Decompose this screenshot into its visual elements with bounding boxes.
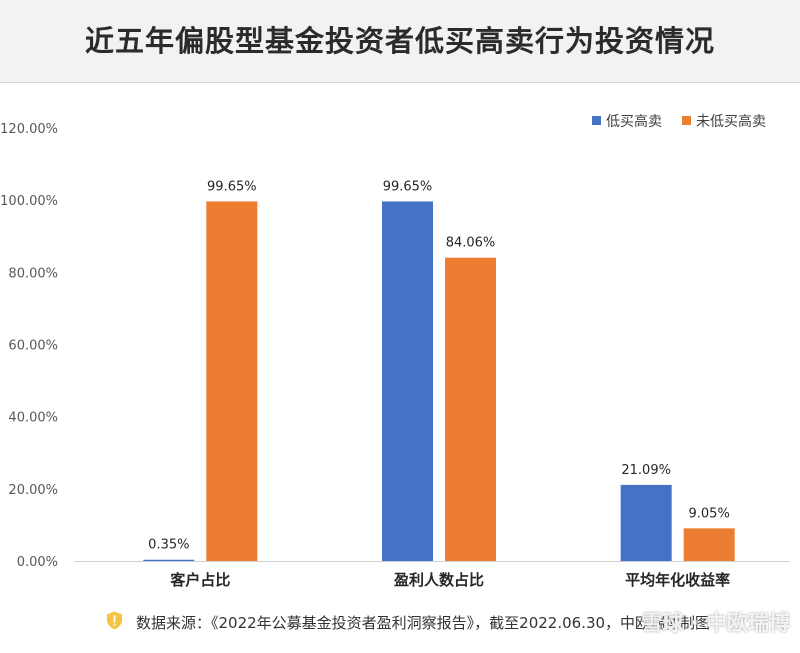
data-source-note: 数据来源：《2022年公募基金投资者盈利洞察报告》，截至2022.06.30，中…: [136, 614, 711, 632]
bar-not-low-buy-high-sell: [683, 528, 735, 561]
y-tick-label: 60.00%: [8, 339, 58, 354]
y-tick-label: 120.00%: [0, 122, 58, 137]
legend-label: 未低买高卖: [696, 113, 766, 130]
title-divider: [0, 82, 800, 83]
y-tick-label: 20.00%: [8, 483, 58, 498]
legend-swatch-low-buy-high-sell: [592, 116, 601, 125]
bar-not-low-buy-high-sell: [445, 257, 496, 561]
title-banner: [0, 0, 800, 82]
y-tick-label: 100.00%: [0, 194, 58, 209]
bar-not-low-buy-high-sell: [206, 201, 258, 562]
data-label: 84.06%: [446, 236, 496, 251]
x-category-label: 客户占比: [169, 571, 230, 589]
y-tick-label: 40.00%: [8, 411, 58, 426]
warning-shield-icon: [107, 611, 122, 630]
legend-label: 低买高卖: [606, 113, 662, 130]
data-label: 9.05%: [689, 506, 730, 521]
bar-low-buy-high-sell: [143, 559, 195, 561]
page-title: 近五年偏股型基金投资者低买高卖行为投资情况: [84, 24, 715, 58]
y-tick-label: 80.00%: [8, 266, 58, 281]
bar-low-buy-high-sell: [382, 201, 433, 562]
x-category-label: 盈利人数占比: [393, 571, 484, 589]
data-label: 21.09%: [621, 463, 671, 478]
x-category-label: 平均年化收益率: [625, 571, 730, 589]
legend-swatch-not-low-buy-high-sell: [682, 116, 691, 125]
footer: 数据来源：《2022年公募基金投资者盈利洞察报告》，截至2022.06.30，中…: [106, 607, 796, 637]
data-label: 99.65%: [207, 179, 257, 194]
y-tick-label: 0.00%: [17, 555, 58, 570]
watermark: 雪球 · 中欧瑞博: [641, 611, 790, 635]
data-label: 0.35%: [148, 538, 189, 553]
data-label: 99.65%: [383, 179, 433, 194]
bar-low-buy-high-sell: [620, 484, 672, 561]
